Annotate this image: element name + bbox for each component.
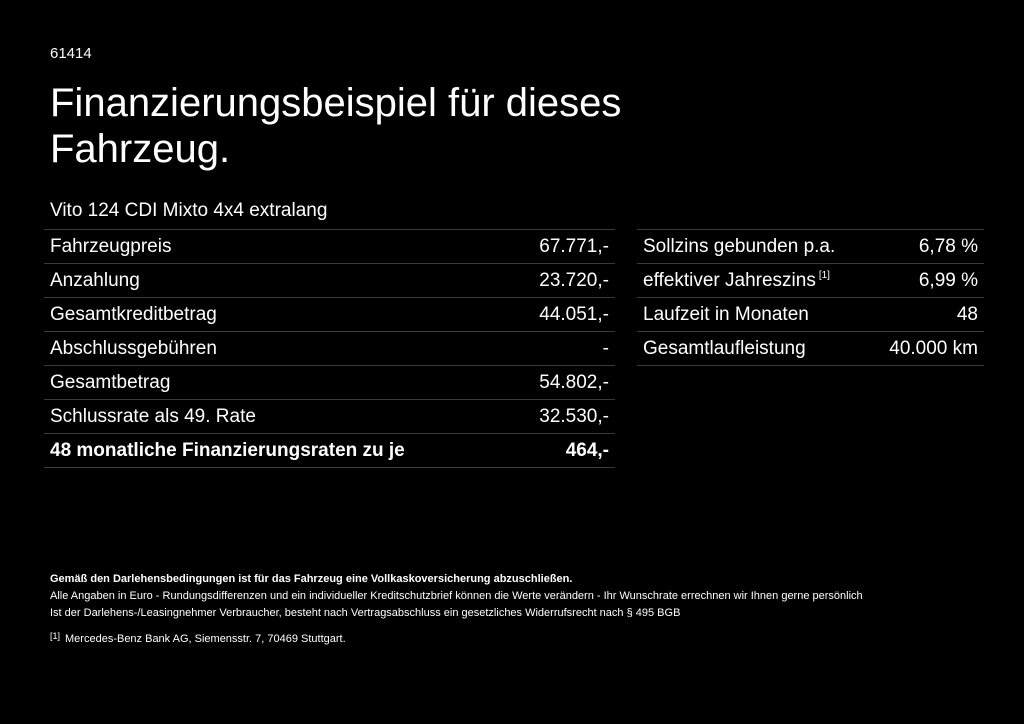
row-value: 32.530,- <box>510 399 615 434</box>
row-value: 6,78 % <box>869 229 984 264</box>
insurance-note: Gemäß den Darlehensbedingungen ist für d… <box>50 573 573 585</box>
row-label: Anzahlung <box>44 263 511 298</box>
table-row: Gesamtlaufleistung 40.000 km <box>637 331 984 366</box>
row-label: Abschlussgebühren <box>44 331 511 366</box>
reference: [1] Mercedes-Benz Bank AG, Siemensstr. 7,… <box>50 628 863 648</box>
row-label: Gesamtbetrag <box>44 365 511 400</box>
table-row: Anzahlung 23.720,- <box>44 263 615 298</box>
footnotes: Gemäß den Darlehensbedingungen ist für d… <box>50 571 863 648</box>
table-row: Fahrzeugpreis 67.771,- <box>44 229 615 264</box>
table-row: Gesamtkreditbetrag 44.051,- <box>44 297 615 332</box>
footnote-marker: [1] <box>818 269 830 281</box>
row-label-cell: Gesamtlaufleistung <box>637 331 870 366</box>
row-value: 40.000 km <box>869 331 984 366</box>
row-value: 6,99 % <box>869 263 984 298</box>
vehicle-id: 61414 <box>50 45 92 62</box>
footnote-line: Ist der Darlehens-/Leasingnehmer Verbrau… <box>50 607 681 619</box>
row-label-cell: effektiver Jahreszins [1] <box>637 263 870 298</box>
finance-table: Fahrzeugpreis 67.771,- Anzahlung 23.720,- Ge… <box>44 229 615 468</box>
row-label: effektiver Jahreszins <box>643 269 816 291</box>
row-value: 44.051,- <box>510 297 615 332</box>
table-row: effektiver Jahreszins [1] 6,99 % <box>637 263 984 298</box>
rate-table: Sollzins gebunden p.a. 6,78 % effektiver J… <box>637 229 984 366</box>
row-value: 67.771,- <box>510 229 615 264</box>
row-label: Laufzeit in Monaten <box>643 303 809 325</box>
table-row: Gesamtbetrag 54.802,- <box>44 365 615 400</box>
ref-text: Mercedes-Benz Bank AG, Siemensstr. 7, 70… <box>65 633 346 645</box>
row-label: Schlussrate als 49. Rate <box>44 399 511 434</box>
row-label: Gesamtlaufleistung <box>643 337 806 359</box>
footnote-line: Alle Angaben in Euro - Rundungsdifferenz… <box>50 590 863 602</box>
model: Vito 124 CDI Mixto 4x4 extralang <box>50 200 328 221</box>
ref-marker: [1] <box>50 631 61 641</box>
title: Finanzierungsbeispiel für dieses Fahrzeu… <box>50 81 622 171</box>
row-value: 23.720,- <box>510 263 615 298</box>
row-value: 48 <box>869 297 984 332</box>
row-label: 48 monatliche Finanzierungsraten zu je <box>44 433 511 468</box>
table-row: Schlussrate als 49. Rate 32.530,- <box>44 399 615 434</box>
table-row: 48 monatliche Finanzierungsraten zu je 46… <box>44 433 615 468</box>
row-label: Sollzins gebunden p.a. <box>643 235 836 257</box>
row-label: Fahrzeugpreis <box>44 229 511 264</box>
table-row: Laufzeit in Monaten 48 <box>637 297 984 332</box>
table-row: Sollzins gebunden p.a. 6,78 % <box>637 229 984 264</box>
row-value: 54.802,- <box>510 365 615 400</box>
row-label-cell: Laufzeit in Monaten <box>637 297 870 332</box>
row-label: Gesamtkreditbetrag <box>44 297 511 332</box>
row-label-cell: Sollzins gebunden p.a. <box>637 229 870 264</box>
table-row: Abschlussgebühren - <box>44 331 615 366</box>
row-value: - <box>510 331 615 366</box>
row-value: 464,- <box>510 433 615 468</box>
